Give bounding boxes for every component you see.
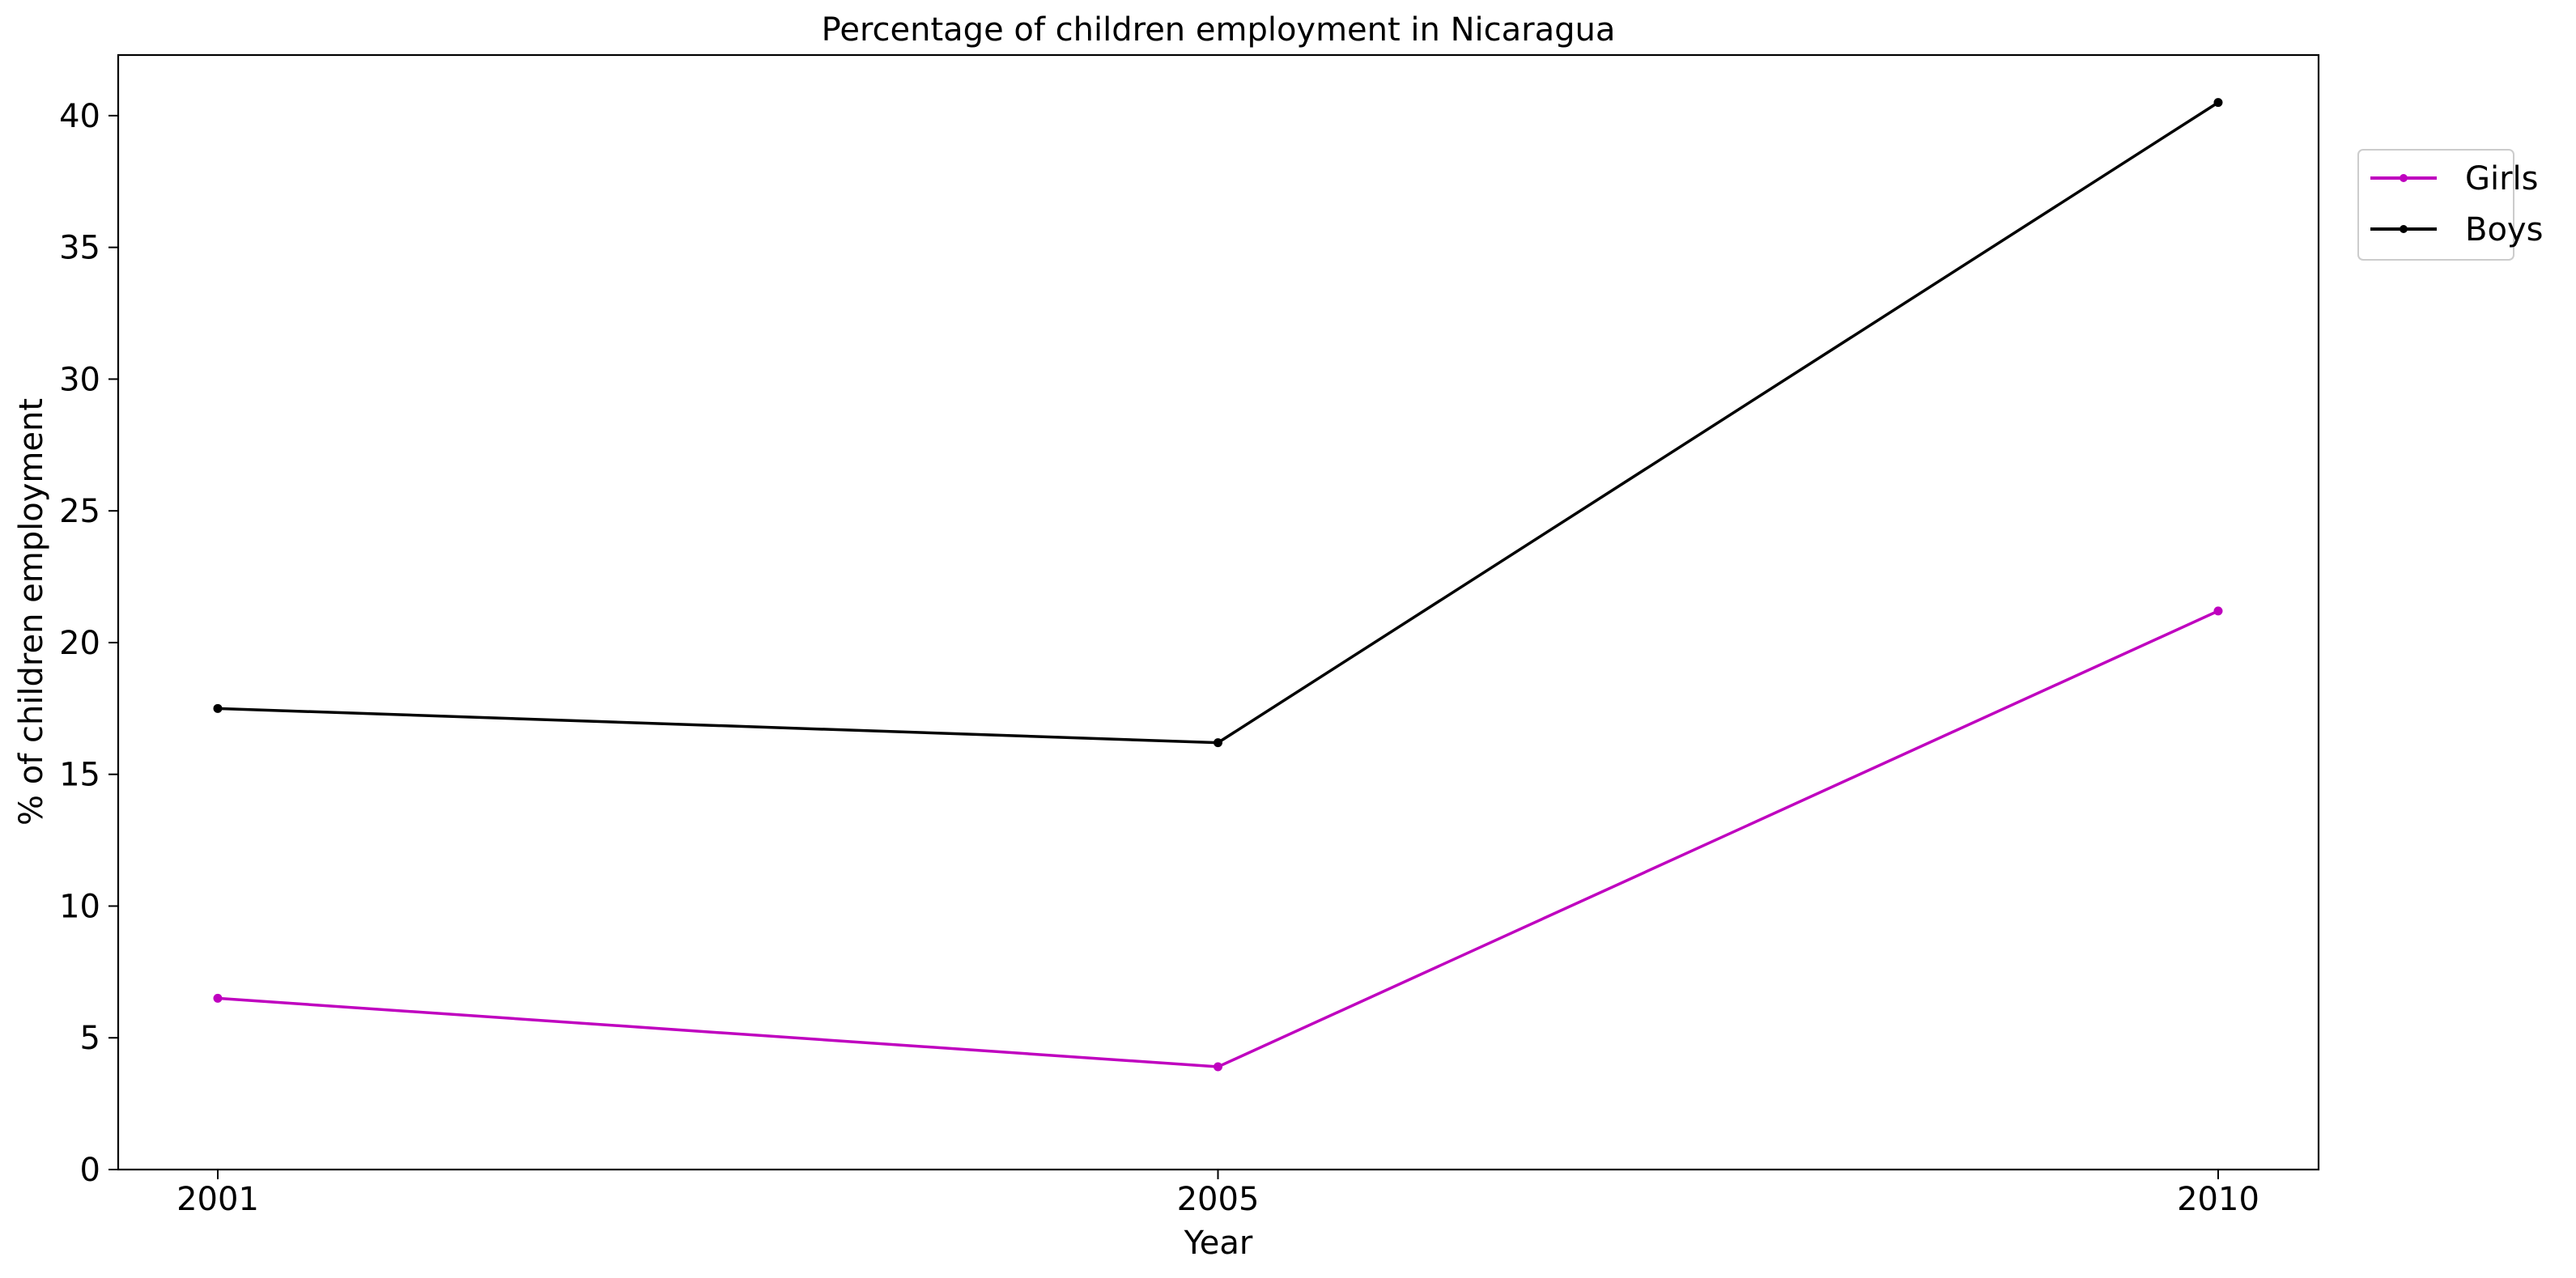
x-tick-label: 2010 <box>2177 1181 2259 1218</box>
y-tick-label: 25 <box>59 493 100 530</box>
series-layer <box>213 98 2223 1072</box>
y-tick-label: 20 <box>59 625 100 662</box>
data-point-girls <box>213 993 223 1003</box>
y-tick-label: 0 <box>80 1152 100 1189</box>
data-point-boys <box>2213 98 2223 108</box>
legend-label-girls: Girls <box>2465 160 2539 197</box>
data-point-boys <box>1214 738 1222 748</box>
chart-title: Percentage of children employment in Nic… <box>822 11 1616 49</box>
data-point-boys <box>213 703 223 713</box>
y-axis: 0 5 10 15 20 25 30 35 40 <box>59 98 118 1189</box>
y-tick-label: 35 <box>59 230 100 267</box>
legend-marker-girls <box>2400 174 2408 182</box>
x-axis-label: Year <box>1184 1225 1253 1262</box>
y-tick-label: 30 <box>59 361 100 398</box>
y-tick-label: 5 <box>80 1020 100 1057</box>
data-point-girls <box>2213 606 2223 616</box>
legend-marker-boys <box>2400 225 2408 233</box>
y-tick-label: 15 <box>59 757 100 794</box>
legend-item-girls: Girls <box>2370 160 2539 197</box>
legend-label-boys: Boys <box>2465 211 2543 248</box>
plot-area <box>117 53 2320 1171</box>
legend-item-boys: Boys <box>2370 211 2543 248</box>
data-point-girls <box>1214 1062 1222 1072</box>
x-axis: 2001 2005 2010 <box>176 1170 2259 1218</box>
x-tick-label: 2005 <box>1177 1181 1260 1218</box>
y-axis-label: % of children employment <box>13 398 50 826</box>
legend: Girls Boys <box>2357 149 2543 261</box>
y-tick-label: 10 <box>59 888 100 925</box>
x-tick-label: 2001 <box>176 1181 259 1218</box>
y-tick-label: 40 <box>59 98 100 135</box>
